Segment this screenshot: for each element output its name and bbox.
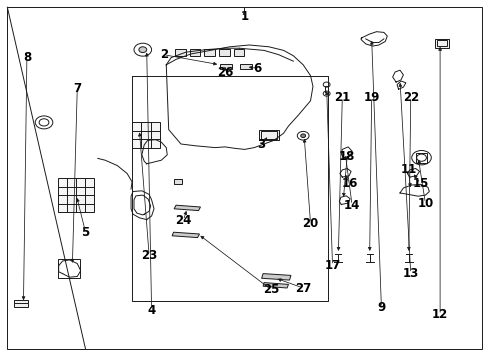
- Text: 8: 8: [23, 51, 31, 64]
- Text: 20: 20: [302, 217, 318, 230]
- Text: 11: 11: [399, 163, 416, 176]
- Bar: [132, 122, 160, 148]
- Text: 7: 7: [73, 82, 81, 95]
- Text: 15: 15: [411, 177, 428, 190]
- Text: 3: 3: [257, 138, 265, 151]
- Bar: [58, 178, 94, 212]
- Text: 9: 9: [377, 301, 385, 314]
- Bar: [261, 131, 276, 139]
- Bar: [220, 64, 232, 69]
- Bar: [436, 40, 446, 46]
- Bar: [173, 179, 182, 184]
- Bar: [189, 49, 200, 56]
- Text: 5: 5: [81, 226, 89, 239]
- Text: 24: 24: [175, 214, 191, 227]
- Bar: [204, 49, 215, 56]
- Text: 6: 6: [253, 62, 261, 75]
- Polygon shape: [174, 205, 200, 211]
- Text: 1: 1: [240, 10, 248, 23]
- Text: 13: 13: [402, 267, 418, 280]
- Polygon shape: [261, 274, 290, 280]
- Text: 10: 10: [416, 197, 433, 210]
- Text: 22: 22: [402, 91, 418, 104]
- Polygon shape: [263, 283, 288, 288]
- Text: 23: 23: [141, 249, 157, 262]
- Text: 27: 27: [294, 282, 311, 294]
- Text: 4: 4: [147, 304, 155, 317]
- Polygon shape: [172, 232, 199, 238]
- Text: 25: 25: [263, 283, 279, 296]
- Bar: [219, 49, 229, 56]
- Bar: [14, 300, 28, 307]
- Bar: [239, 64, 251, 69]
- Text: 16: 16: [341, 177, 357, 190]
- Text: 19: 19: [363, 91, 379, 104]
- Text: 26: 26: [216, 66, 233, 78]
- Circle shape: [300, 134, 305, 138]
- Bar: [175, 49, 185, 56]
- Text: 17: 17: [324, 259, 340, 272]
- Bar: [415, 153, 427, 163]
- Text: 14: 14: [343, 199, 360, 212]
- Text: 21: 21: [333, 91, 350, 104]
- Bar: [434, 39, 448, 48]
- Text: 2: 2: [160, 48, 167, 61]
- Text: 18: 18: [338, 150, 355, 163]
- Bar: [58, 259, 80, 278]
- Circle shape: [139, 47, 146, 53]
- Bar: [259, 130, 278, 140]
- Text: 12: 12: [431, 309, 447, 321]
- Bar: [233, 49, 244, 56]
